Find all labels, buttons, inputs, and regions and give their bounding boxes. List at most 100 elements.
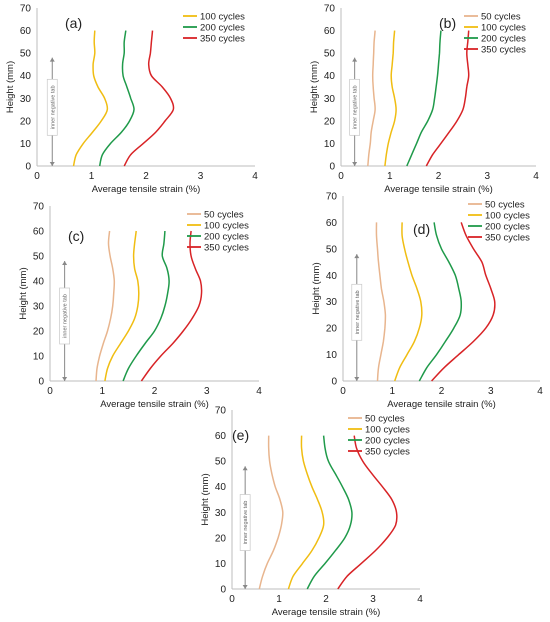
legend-label: 50 cycles (365, 414, 405, 425)
tab-label: inner negative tab (243, 501, 249, 545)
series-line-100-cycles (384, 30, 397, 167)
panel-label: (a) (65, 15, 82, 31)
y-tick-label: 30 (215, 508, 227, 519)
y-tick-label: 60 (20, 26, 32, 37)
x-tick-label: 3 (198, 171, 204, 182)
panel-label: (b) (439, 15, 456, 31)
legend-label: 200 cycles (481, 34, 526, 45)
y-tick-label: 20 (20, 116, 32, 127)
x-tick-label: 1 (387, 171, 393, 182)
tab-label: inner negative tab (355, 290, 361, 334)
tab-arrow-head-down (354, 377, 360, 381)
x-tick-label: 2 (436, 171, 442, 182)
y-tick-label: 0 (220, 585, 226, 596)
series-line-50-cycles (375, 222, 387, 382)
x-tick-label: 4 (252, 171, 258, 182)
series-line-200-cycles (406, 30, 442, 167)
x-tick-label: 3 (488, 386, 494, 397)
tab-arrow-head-down (49, 162, 55, 166)
tab-arrow-head-up (242, 466, 248, 471)
series-line-100-cycles (287, 435, 325, 590)
y-tick-label: 70 (324, 4, 336, 15)
legend-label: 100 cycles (485, 211, 530, 222)
legend-label: 100 cycles (365, 425, 410, 436)
tab-arrow-head-up (49, 57, 55, 62)
legend-label: 100 cycles (481, 23, 526, 34)
series-line-350-cycles (140, 230, 203, 382)
y-tick-label: 20 (215, 533, 227, 544)
series-line-200-cycles (306, 435, 353, 590)
y-tick-label: 30 (324, 94, 336, 105)
y-tick-label: 50 (215, 457, 227, 468)
y-axis-label: Height (mm) (309, 61, 320, 113)
x-axis-label: Average tensile strain (%) (384, 184, 493, 195)
y-tick-label: 70 (33, 202, 45, 213)
x-tick-label: 3 (370, 594, 376, 605)
y-tick-label: 40 (326, 271, 338, 282)
y-axis-label: Height (mm) (200, 473, 211, 525)
series-line-100-cycles (104, 230, 140, 382)
y-tick-label: 20 (324, 116, 336, 127)
y-tick-label: 70 (215, 406, 227, 417)
y-axis-label: Height (mm) (18, 267, 29, 319)
y-tick-label: 20 (33, 327, 45, 338)
legend-label: 100 cycles (204, 221, 249, 232)
x-tick-label: 1 (389, 386, 395, 397)
legend-label: 50 cycles (485, 200, 525, 211)
legend-label: 350 cycles (204, 243, 249, 254)
x-tick-label: 4 (256, 386, 262, 397)
y-tick-label: 0 (25, 162, 31, 173)
legend-label: 350 cycles (200, 34, 245, 45)
y-tick-label: 20 (326, 324, 338, 335)
y-tick-label: 50 (20, 49, 32, 60)
x-tick-label: 0 (338, 171, 344, 182)
series-line-200-cycles (418, 222, 463, 382)
x-tick-label: 3 (204, 386, 210, 397)
tab-arrow-head-up (352, 57, 358, 62)
tab-arrow-head-down (352, 162, 358, 166)
x-tick-label: 4 (417, 594, 423, 605)
x-tick-label: 1 (99, 386, 105, 397)
y-tick-label: 50 (33, 252, 45, 263)
y-tick-label: 60 (326, 218, 338, 229)
tab-arrow-head-up (354, 254, 360, 259)
series-line-50-cycles (258, 435, 284, 590)
legend-label: 350 cycles (485, 233, 530, 244)
x-axis-label: Average tensile strain (%) (272, 607, 381, 618)
y-tick-label: 30 (33, 302, 45, 313)
y-axis-label: Height (mm) (5, 61, 16, 113)
x-tick-label: 0 (34, 171, 40, 182)
y-tick-label: 0 (38, 377, 44, 388)
tab-arrow-head-down (62, 377, 68, 381)
tab-label-box (349, 78, 360, 136)
y-tick-label: 0 (331, 377, 337, 388)
x-tick-label: 2 (439, 386, 445, 397)
series-line-350-cycles (431, 222, 496, 382)
legend-label: 350 cycles (365, 447, 410, 458)
legend-label: 200 cycles (485, 222, 530, 233)
legend-label: 350 cycles (481, 45, 526, 56)
y-tick-label: 40 (20, 71, 32, 82)
x-tick-label: 3 (484, 171, 490, 182)
tab-label-box (46, 78, 58, 136)
tab-arrow-head-up (62, 261, 68, 265)
x-axis-label: Average tensile strain (%) (100, 399, 209, 410)
tab-label-box (351, 283, 363, 341)
x-tick-label: 0 (229, 594, 235, 605)
x-tick-label: 1 (276, 594, 282, 605)
series-line-50-cycles (95, 230, 116, 382)
y-tick-label: 60 (215, 431, 227, 442)
legend-label: 50 cycles (481, 12, 521, 23)
panel-label: (e) (232, 427, 249, 443)
tab-label: inner negative tab (50, 85, 56, 129)
tab-label: inner negative tab (353, 85, 359, 129)
series-line-350-cycles (425, 30, 470, 167)
y-tick-label: 10 (326, 350, 338, 361)
y-tick-label: 10 (33, 352, 45, 363)
y-tick-label: 10 (20, 139, 32, 150)
x-tick-label: 4 (533, 171, 539, 182)
y-tick-label: 30 (326, 297, 338, 308)
